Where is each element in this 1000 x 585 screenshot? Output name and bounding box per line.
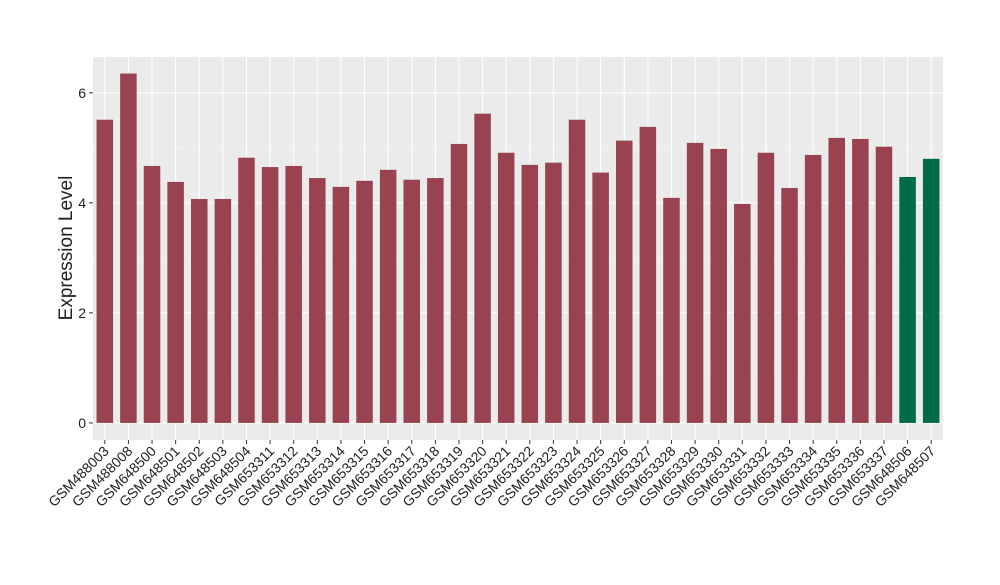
bar: [875, 146, 893, 423]
bar: [734, 203, 751, 423]
bar: [427, 178, 444, 423]
bar: [285, 165, 302, 423]
y-tick-label: 4: [78, 195, 86, 211]
bar: [356, 180, 373, 423]
bar: [568, 119, 586, 423]
bar: [309, 178, 326, 423]
bar: [521, 164, 539, 423]
bar: [639, 126, 657, 423]
bar: [143, 165, 161, 423]
y-tick-label: 0: [78, 415, 86, 431]
bar: [261, 167, 279, 423]
bar: [545, 162, 562, 423]
bar: [781, 187, 798, 423]
bar: [497, 152, 515, 423]
bar: [899, 176, 916, 423]
bar: [379, 169, 397, 423]
bar: [450, 143, 468, 423]
bar: [663, 197, 680, 423]
bar: [592, 172, 609, 423]
bar: [96, 119, 114, 423]
bar: [120, 73, 137, 423]
bar: [167, 181, 184, 423]
bar: [214, 198, 232, 423]
bar: [710, 148, 727, 423]
bar: [922, 158, 940, 423]
bar: [852, 138, 869, 423]
bar: [238, 157, 255, 423]
bar: [332, 186, 350, 423]
panel: [93, 57, 943, 440]
bar: [615, 140, 633, 423]
bar: [804, 154, 822, 423]
bar: [474, 113, 491, 423]
bar: [190, 198, 208, 423]
bar: [828, 137, 846, 423]
bar: [686, 142, 704, 423]
bar: [757, 152, 775, 423]
bar: [403, 179, 421, 423]
y-tick-label: 2: [78, 305, 86, 321]
y-tick-label: 6: [78, 85, 86, 101]
y-axis-title: Expression Level: [56, 176, 77, 321]
